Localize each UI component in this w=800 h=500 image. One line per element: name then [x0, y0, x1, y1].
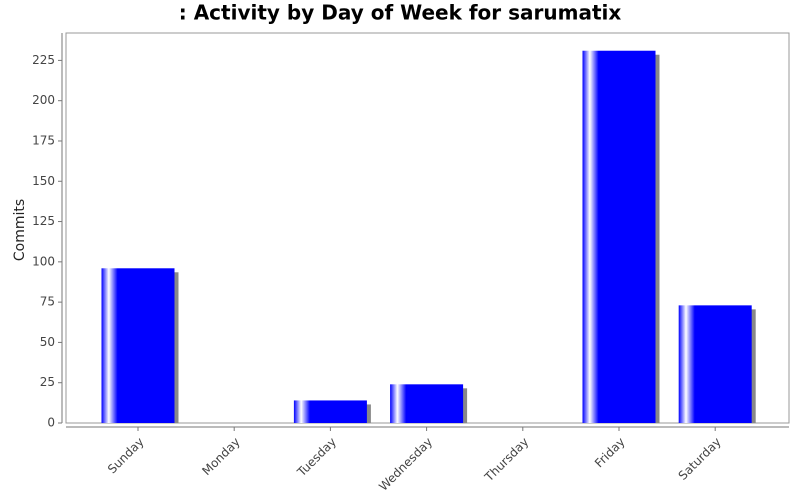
- x-tick-label: Saturday: [676, 435, 724, 483]
- x-tick-label: Friday: [592, 435, 628, 471]
- chart-title: : Activity by Day of Week for sarumatix: [179, 1, 622, 25]
- y-tick-label: 75: [40, 295, 55, 309]
- bar: [678, 305, 752, 423]
- bar: [293, 400, 367, 423]
- y-tick-label: 0: [47, 416, 55, 430]
- y-tick-label: 200: [32, 93, 55, 107]
- bar: [582, 50, 656, 424]
- y-tick-label: 175: [32, 133, 55, 147]
- x-tick-label: Sunday: [105, 435, 147, 477]
- y-tick-label: 150: [32, 174, 55, 188]
- y-axis-label: Commits: [12, 199, 28, 261]
- x-tick-label: Tuesday: [294, 435, 339, 480]
- bar: [390, 384, 464, 423]
- x-tick-label: Wednesday: [376, 435, 435, 494]
- x-tick-label: Monday: [199, 435, 242, 478]
- y-tick-label: 25: [40, 375, 55, 389]
- y-tick-label: 125: [32, 214, 55, 228]
- x-tick-label: Thursday: [481, 435, 531, 485]
- y-tick-label: 50: [40, 335, 55, 349]
- bar: [101, 268, 175, 423]
- plot-area: [65, 32, 790, 424]
- y-tick-label: 225: [32, 53, 55, 67]
- y-tick-label: 100: [32, 254, 55, 268]
